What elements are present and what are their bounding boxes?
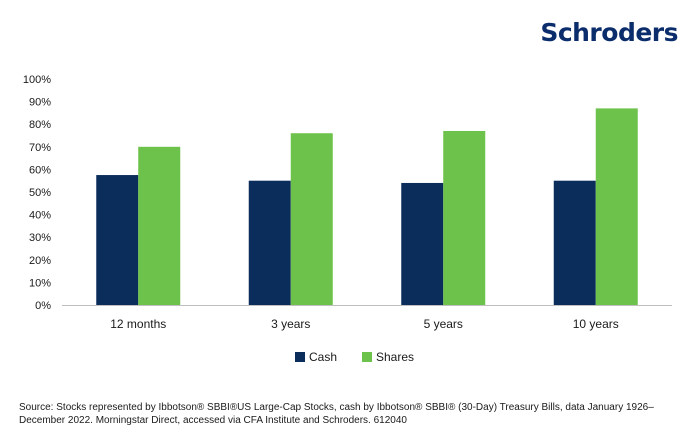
bar-cash-3-years	[248, 180, 291, 305]
legend: Cash Shares	[295, 350, 414, 364]
y-tick-label: 50%	[29, 187, 51, 199]
y-tick-label: 20%	[29, 255, 51, 267]
y-tick-label: 70%	[29, 142, 51, 154]
legend-label-cash: Cash	[309, 350, 337, 364]
bars	[96, 108, 638, 305]
bar-shares-5-years	[443, 130, 486, 305]
y-tick-label: 90%	[29, 97, 51, 109]
x-category-label: 3 years	[271, 317, 310, 331]
legend-swatch-cash	[295, 352, 305, 362]
y-axis-ticks: 0% 10% 20% 30% 40% 50% 60% 70% 80% 90% 100%	[23, 74, 51, 312]
x-axis-categories: 12 months 3 years 5 years 10 years	[110, 317, 619, 331]
bar-shares-3-years	[290, 133, 333, 305]
bar-chart: 0% 10% 20% 30% 40% 50% 60% 70% 80% 90% 100% 12 mon…	[23, 74, 672, 364]
bar-shares-10-years	[595, 108, 638, 305]
schroders-logo: Schroders	[540, 18, 678, 47]
x-category-label: 10 years	[573, 317, 619, 331]
y-tick-label: 30%	[29, 232, 51, 244]
x-category-label: 12 months	[110, 317, 166, 331]
y-tick-label: 10%	[29, 277, 51, 289]
x-category-label: 5 years	[424, 317, 463, 331]
source-note: Source: Stocks represented by Ibbotson® …	[19, 402, 654, 426]
bar-cash-5-years	[401, 182, 444, 305]
y-tick-label: 60%	[29, 164, 51, 176]
legend-label-shares: Shares	[376, 350, 414, 364]
y-tick-label: 0%	[35, 300, 51, 312]
bar-cash-10-years	[553, 180, 596, 305]
bar-shares-12-months	[138, 146, 181, 305]
bar-cash-12-months	[96, 175, 139, 305]
y-tick-label: 40%	[29, 210, 51, 222]
y-tick-label: 80%	[29, 119, 51, 131]
y-tick-label: 100%	[23, 74, 51, 86]
legend-swatch-shares	[362, 352, 372, 362]
